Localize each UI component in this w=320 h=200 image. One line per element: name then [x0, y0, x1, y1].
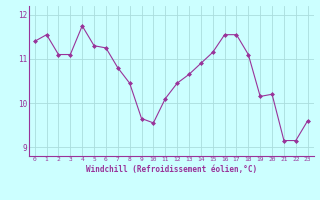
X-axis label: Windchill (Refroidissement éolien,°C): Windchill (Refroidissement éolien,°C): [86, 165, 257, 174]
